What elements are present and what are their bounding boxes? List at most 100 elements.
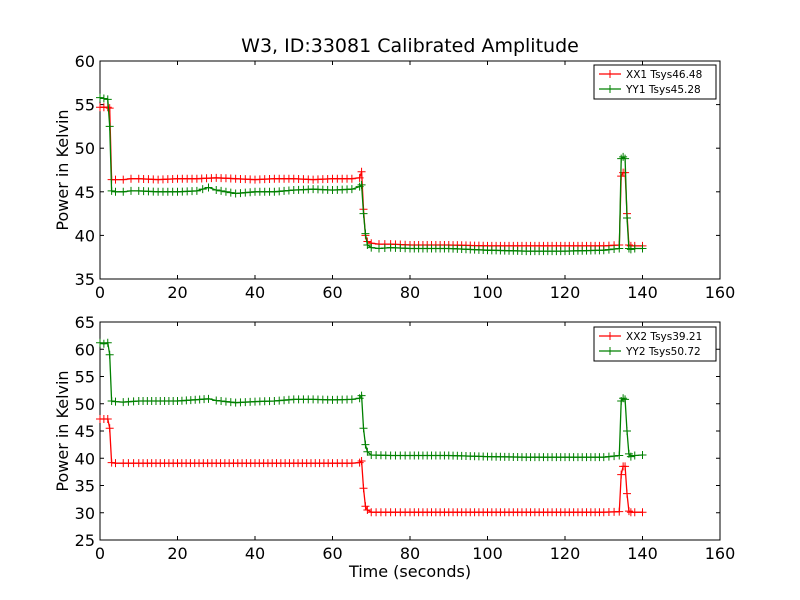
bottom-sample-marker (324, 459, 333, 468)
top-legend-label: XX1 Tsys46.48 (626, 69, 702, 81)
top-data-point (119, 175, 128, 184)
bottom-data-point (638, 508, 647, 517)
top-data-point (623, 213, 631, 222)
bottom-sample-marker (129, 397, 138, 406)
bottom-sample-marker (285, 459, 294, 468)
bottom-y-tick-label: 35 (75, 477, 95, 496)
bottom-sample-marker (604, 452, 613, 461)
bottom-data-point (624, 507, 633, 516)
top-data-point (212, 186, 221, 195)
bottom-legend-marker (606, 347, 614, 355)
top-data-point (111, 175, 120, 184)
top-data-point (127, 186, 135, 195)
top-x-tick-label: 80 (400, 283, 420, 302)
bottom-x-tick-label: 80 (400, 544, 420, 563)
bottom-x-tick-label: 120 (550, 544, 581, 563)
bottom-data-point (107, 397, 116, 406)
top-x-tick-label: 120 (550, 283, 581, 302)
top-legend-box (593, 64, 717, 100)
top-data-point (103, 95, 112, 104)
bottom-sample-marker (479, 508, 488, 517)
top-y-tick-label: 35 (75, 270, 95, 289)
bottom-y-tick-label: 65 (75, 313, 95, 332)
bottom-sample-marker (610, 507, 619, 516)
bottom-data-point (617, 470, 626, 479)
top-y-tick-label: 45 (75, 183, 95, 202)
bottom-legend-label: YY2 Tsys50.72 (625, 346, 701, 358)
top-data-point (626, 245, 635, 254)
top-x-tick-label: 0 (95, 283, 105, 302)
top-data-point (357, 180, 366, 189)
bottom-sample-marker (343, 459, 352, 468)
bottom-data-point (111, 397, 120, 406)
bottom-sample-marker (440, 508, 449, 517)
bottom-data-point (99, 339, 108, 348)
top-sample-marker (401, 244, 410, 253)
bottom-sample-marker (479, 452, 488, 461)
top-plot-panel: 0 20 40 60 80 100 120 140 160 35 40 45 50 55 60 Power i… (53, 52, 735, 302)
bottom-y-tick-label: 40 (75, 449, 95, 468)
bottom-sample-marker (381, 508, 390, 517)
bottom-plot-panel: 0 20 40 60 80 100 120 140 160 25 30 35 40 45 50 55 60 65 P… (53, 313, 735, 563)
top-sample-marker (304, 175, 313, 184)
bottom-data-point (105, 424, 114, 433)
x-axis-label: Time (seconds) (348, 562, 471, 581)
top-sample-marker (556, 247, 565, 256)
bottom-data-point (626, 452, 635, 461)
bottom-sample-marker (226, 398, 235, 407)
top-x-tick-label: 60 (322, 283, 342, 302)
chart-title: W3, ID:33081 Calibrated Amplitude (241, 35, 579, 57)
top-sample-marker (246, 188, 255, 197)
top-sample-marker (304, 185, 313, 194)
bottom-sample-marker (610, 452, 619, 461)
bottom-data-point (621, 395, 630, 404)
top-sample-marker (323, 185, 332, 194)
bottom-sample-marker (440, 451, 449, 460)
bottom-data-point (630, 451, 639, 460)
top-sample-marker (610, 245, 619, 254)
bottom-data-point (630, 508, 639, 517)
top-sample-marker (226, 174, 235, 183)
bottom-legend-label: XX2 Tsys39.21 (626, 331, 702, 343)
top-data-point (621, 154, 630, 163)
top-sample-marker (517, 246, 526, 255)
top-data-point (357, 167, 366, 176)
bottom-x-tick-label: 0 (95, 544, 105, 563)
bottom-x-tick-label: 160 (705, 544, 736, 563)
top-sample-marker (479, 246, 488, 255)
bottom-x-tick-label: 60 (322, 544, 342, 563)
top-sample-marker (595, 246, 604, 255)
bottom-sample-marker (304, 395, 313, 404)
top-data-point (359, 209, 368, 218)
bottom-y-tick-label: 50 (75, 395, 95, 414)
bottom-sample-marker (284, 395, 293, 404)
top-y-tick-label: 50 (75, 139, 95, 158)
bottom-data-point (623, 427, 631, 435)
bottom-data-point (103, 338, 112, 347)
bottom-sample-marker (595, 508, 604, 517)
top-sample-marker (604, 245, 613, 254)
bottom-sample-marker (401, 451, 410, 460)
bottom-y-tick-label: 30 (75, 504, 95, 523)
bottom-data-point (105, 350, 114, 359)
bottom-sample-marker (517, 508, 526, 517)
top-data-point (119, 187, 128, 196)
bottom-x-tick-label: 40 (245, 544, 265, 563)
top-sample-marker (168, 174, 177, 183)
bottom-sample-marker (556, 453, 565, 462)
top-data-point (630, 244, 639, 253)
bottom-legend: XX2 Tsys39.21 YY2 Tsys50.72 (593, 326, 717, 362)
bottom-data-point (359, 424, 368, 433)
top-x-tick-label: 160 (705, 283, 736, 302)
top-data-point (204, 183, 213, 192)
bottom-sample-marker (343, 395, 352, 404)
top-legend-marker (606, 70, 614, 78)
top-sample-marker (265, 174, 274, 183)
top-sample-marker (343, 185, 352, 194)
top-sample-marker (188, 174, 197, 183)
bottom-data-point (359, 484, 368, 493)
top-sample-marker (217, 186, 226, 195)
top-x-tick-label: 100 (472, 283, 503, 302)
bottom-data-point (638, 450, 647, 459)
bottom-sample-marker (401, 508, 410, 517)
